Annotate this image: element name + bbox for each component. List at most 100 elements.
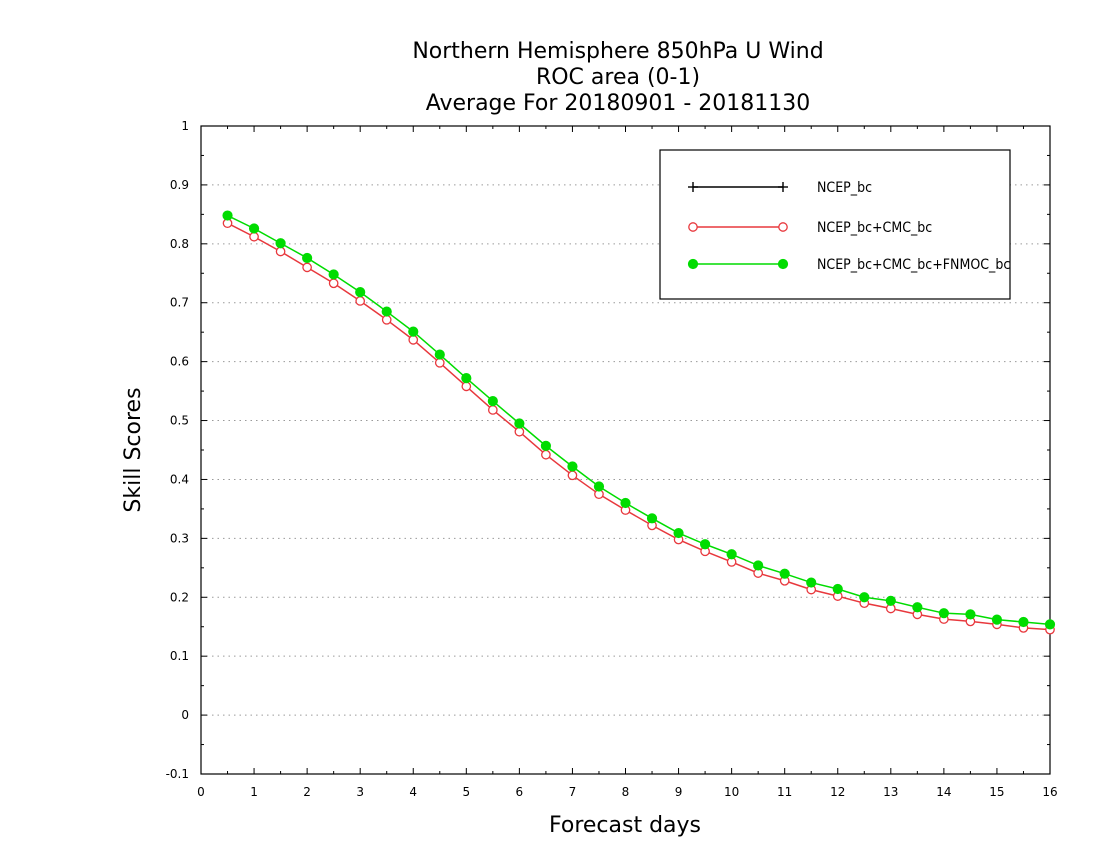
x-tick-label: 15	[989, 785, 1004, 799]
x-tick-label: 13	[883, 785, 898, 799]
data-point	[355, 296, 366, 306]
data-point	[249, 231, 259, 242]
data-point	[275, 238, 286, 249]
data-point	[381, 314, 392, 325]
y-tick-label: 0.7	[170, 296, 189, 310]
data-point	[965, 609, 976, 620]
y-tick-label: 0.4	[170, 472, 189, 486]
legend-marker-end	[778, 182, 788, 192]
data-point	[461, 381, 472, 392]
legend-box	[659, 149, 1011, 300]
data-point	[726, 549, 737, 560]
legend: NCEP_bc NCEP_bc+CMC_bc NCEP_bc+CMC_bc+FNMO…	[659, 149, 1011, 300]
y-tick-label: 0.3	[170, 531, 189, 545]
chart-title: Northern Hemisphere 850hPa U Wind ROC ar…	[412, 39, 823, 116]
data-point	[541, 449, 551, 460]
x-tick-label: 9	[675, 785, 683, 799]
title-line-3: Average For 20180901 - 20181130	[426, 91, 811, 116]
x-tick-label: 5	[462, 785, 470, 799]
grid	[201, 184, 1050, 716]
x-axis-label: Forecast days	[549, 813, 701, 838]
data-point	[859, 592, 870, 603]
legend-label: NCEP_bc+CMC_bc	[817, 220, 932, 236]
data-point	[673, 527, 684, 539]
legend-marker-start	[687, 258, 699, 270]
y-axis: -0.1 0 0.1 0.2 0.3 0.4 0.5 0.6 0.7 0.8 0.9 1	[166, 119, 1050, 781]
data-point	[381, 306, 392, 317]
legend-item: NCEP_bc	[688, 180, 872, 196]
data-point	[699, 539, 711, 550]
y-tick-label: 1	[181, 119, 189, 133]
data-point	[567, 461, 578, 472]
x-tick-label: 2	[303, 785, 311, 799]
data-point	[408, 334, 419, 345]
data-point	[540, 440, 552, 451]
y-axis-label: Skill Scores	[121, 387, 146, 512]
y-tick-label: 0	[181, 708, 189, 722]
data-point	[248, 223, 260, 234]
data-point	[434, 349, 445, 360]
data-point	[487, 405, 498, 415]
data-point	[408, 326, 419, 337]
legend-marker-end	[778, 222, 788, 232]
x-tick-label: 6	[516, 785, 524, 799]
x-tick-label: 7	[569, 785, 577, 799]
data-point	[885, 595, 896, 606]
x-tick-label: 10	[724, 785, 739, 799]
legend-item: NCEP_bc+CMC_bc	[688, 220, 932, 236]
data-point	[461, 373, 472, 384]
data-point	[646, 513, 658, 524]
title-line-2: ROC area (0-1)	[536, 65, 700, 90]
data-point	[1044, 619, 1056, 630]
x-tick-label: 12	[830, 785, 845, 799]
data-point	[938, 608, 949, 619]
data-point	[514, 418, 525, 429]
data-point	[514, 426, 525, 437]
y-tick-label: 0.5	[170, 414, 189, 428]
y-tick-label: 0.9	[170, 178, 189, 192]
legend-item: NCEP_bc+CMC_bc+FNMOC_bc	[687, 257, 1010, 273]
data-point	[355, 287, 366, 298]
x-tick-label: 11	[777, 785, 792, 799]
data-point	[302, 262, 312, 273]
data-point	[222, 210, 233, 221]
series-ncep-bc-cmc-bc-fnmoc-bc	[222, 210, 1056, 630]
legend-label: NCEP_bc+CMC_bc+FNMOC_bc	[817, 257, 1010, 273]
x-tick-label: 16	[1042, 785, 1057, 799]
y-tick-label: 0.6	[170, 355, 189, 369]
data-point	[487, 396, 498, 407]
legend-marker-start	[688, 222, 698, 232]
y-tick-label: 0.8	[170, 237, 189, 251]
x-tick-label: 1	[250, 785, 258, 799]
title-line-1: Northern Hemisphere 850hPa U Wind	[412, 39, 823, 64]
data-point	[302, 252, 313, 264]
y-tick-label: 0.2	[170, 590, 189, 604]
data-point	[328, 278, 339, 289]
data-point	[328, 269, 339, 280]
x-tick-label: 0	[197, 785, 205, 799]
x-tick-label: 8	[622, 785, 630, 799]
data-point	[434, 357, 445, 368]
y-tick-label: -0.1	[166, 767, 189, 781]
data-point	[593, 481, 605, 492]
x-axis: 0 1 2 3 4 5 6 7 8 9 10 11 12 13 14 15 16	[197, 126, 1058, 799]
data-point	[832, 583, 843, 595]
legend-marker-start	[688, 182, 698, 192]
data-point	[620, 497, 631, 509]
data-point	[1018, 616, 1029, 628]
y-tick-label: 0.1	[170, 649, 189, 663]
legend-marker-end	[777, 258, 789, 270]
series-layer	[222, 210, 1056, 635]
x-tick-label: 4	[409, 785, 417, 799]
data-point	[275, 246, 286, 257]
data-point	[779, 568, 790, 579]
x-tick-label: 14	[936, 785, 951, 799]
data-point	[991, 614, 1003, 625]
data-point	[753, 560, 764, 571]
data-point	[912, 602, 923, 613]
x-tick-label: 3	[356, 785, 364, 799]
data-point	[567, 470, 578, 481]
data-point	[806, 577, 817, 588]
legend-label: NCEP_bc	[817, 180, 872, 196]
